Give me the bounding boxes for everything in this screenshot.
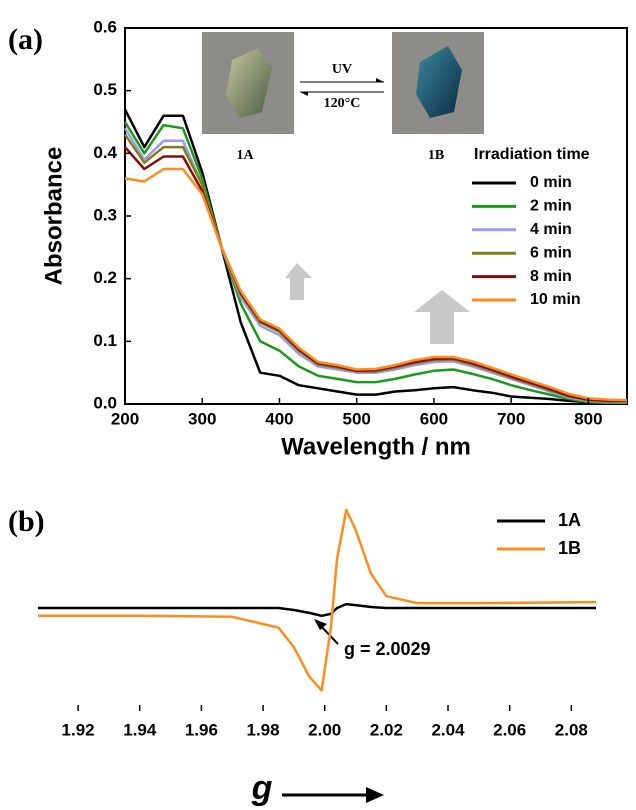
x-tick-label: 1.96	[185, 720, 218, 739]
x-tick-label: 300	[188, 409, 216, 428]
x-tick-label: 1.92	[62, 720, 95, 739]
y-tick-label: 0.5	[93, 80, 117, 99]
crystal-1a	[226, 48, 272, 118]
legend-label: 1A	[558, 510, 581, 530]
legend-label: 4 min	[530, 221, 572, 238]
series-line	[38, 508, 597, 692]
panel-label: (b)	[8, 505, 45, 538]
increase-arrow	[285, 263, 312, 300]
x-tick-label: 1.98	[247, 720, 280, 739]
series-line	[124, 167, 628, 402]
annotation: 1A	[236, 148, 254, 163]
x-tick-label: 600	[420, 409, 448, 428]
crystal-1b	[416, 46, 462, 118]
y-tick-label: 0.2	[93, 268, 117, 287]
y-tick-label: 0.6	[93, 17, 117, 36]
increase-arrow	[414, 290, 470, 344]
x-tick-label: 800	[574, 409, 602, 428]
x-tick-label: 1.94	[123, 720, 157, 739]
plot-frame	[124, 27, 628, 405]
annotation-arrow-head	[314, 619, 327, 630]
legend-label: 8 min	[530, 268, 572, 285]
annotation: UV	[332, 62, 352, 77]
x-tick-label: 400	[265, 409, 293, 428]
x-axis-label: Wavelength / nm	[281, 433, 471, 460]
y-tick-label: 0.1	[93, 331, 117, 350]
x-tick-label: 2.00	[308, 720, 341, 739]
y-tick-label: 0.4	[93, 143, 117, 162]
x-axis-label: g	[251, 769, 273, 807]
legend-label: 0 min	[530, 174, 572, 191]
legend-label: 10 min	[530, 291, 581, 308]
x-tick-label: 500	[343, 409, 371, 428]
annotation: g = 2.0029	[344, 639, 431, 659]
x-tick-label: 2.02	[370, 720, 403, 739]
y-tick-label: 0.0	[93, 393, 117, 412]
annotation: 1B	[428, 148, 444, 163]
arrow-head	[376, 78, 384, 82]
y-axis-label: Absorbance	[40, 147, 67, 286]
x-tick-label: 2.08	[555, 720, 588, 739]
legend-label: 1B	[558, 538, 581, 558]
annotation: 120°C	[324, 96, 361, 111]
x-tick-label: 2.06	[493, 720, 526, 739]
x-tick-label: 2.04	[431, 720, 465, 739]
x-tick-label: 200	[111, 409, 139, 428]
x-tick-label: 700	[497, 409, 525, 428]
legend-label: 6 min	[530, 244, 572, 261]
y-tick-label: 0.3	[93, 205, 117, 224]
inset-photos	[202, 32, 484, 344]
series-line	[38, 602, 596, 618]
legend-title: Irradiation time	[474, 146, 590, 163]
arrow-head	[300, 92, 308, 96]
x-direction-arrow-head	[366, 787, 384, 803]
legend-label: 2 min	[530, 198, 572, 215]
panel-label: (a)	[8, 23, 43, 56]
